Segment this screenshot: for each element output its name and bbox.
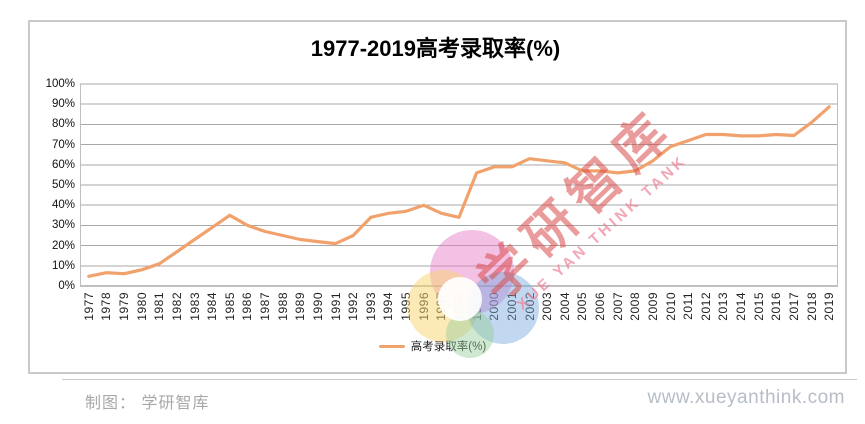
x-axis-tick-label: 1984	[205, 292, 220, 321]
x-axis-tick-label: 2005	[575, 292, 590, 321]
admission-rate-line	[87, 105, 831, 278]
x-axis-tick-label: 2018	[804, 292, 819, 321]
x-axis-tick-label: 1996	[416, 292, 431, 321]
y-axis-tick-label: 50%	[51, 179, 75, 191]
x-axis-tick-label: 2004	[557, 292, 572, 321]
x-axis-tick-label: 2000	[487, 292, 502, 321]
x-axis-tick-label: 2003	[540, 292, 555, 321]
x-axis-tick-label: 1991	[328, 292, 343, 321]
line-chart-svg	[80, 83, 838, 287]
y-axis-tick-label: 100%	[45, 78, 75, 90]
x-axis-tick-label: 1977	[81, 292, 96, 321]
footer-credit: 制图： 学研智库	[85, 395, 210, 412]
y-axis-tick-label: 80%	[51, 118, 75, 131]
x-axis-tick-label: 1978	[99, 292, 114, 321]
y-axis-tick-label: 0%	[58, 280, 75, 292]
x-axis-tick-label: 2016	[769, 292, 784, 321]
x-axis-tick-label: 1990	[310, 292, 325, 321]
x-axis-tick-label: 1986	[240, 292, 255, 321]
y-axis-tick-label: 30%	[51, 219, 75, 232]
chart-title: 1977-2019高考录取率(%)	[310, 36, 561, 61]
x-axis-tick-label: 1992	[346, 292, 361, 321]
x-axis-tick-label: 1995	[399, 292, 414, 321]
x-axis-tick-label: 1981	[152, 292, 167, 321]
x-axis-tick-label: 1985	[222, 292, 237, 321]
x-axis-tick-label: 1989	[293, 292, 308, 321]
y-axis-tick-label: 10%	[51, 259, 75, 272]
legend-line-swatch	[378, 344, 405, 348]
x-axis-tick-label: 1979	[117, 292, 132, 321]
x-axis-tick-label: 1987	[258, 292, 273, 321]
x-axis-tick-label: 2014	[734, 292, 749, 321]
legend-label: 高考录取率(%)	[410, 341, 487, 353]
x-axis-tick-label: 1998	[452, 292, 466, 321]
x-axis-tick-label: 2013	[716, 292, 731, 321]
footer-divider	[62, 379, 857, 380]
legend: 高考录取率(%)	[0, 338, 865, 354]
plot-area	[80, 83, 838, 287]
y-axis-tick-label: 40%	[51, 199, 75, 212]
footer-website: www.xueyanthink.com	[647, 387, 845, 408]
x-axis-tick-label: 2007	[610, 292, 625, 321]
x-axis-tick-label: 2015	[751, 292, 766, 321]
x-axis-tick-label: 2008	[628, 292, 643, 321]
x-axis-tick-label: 2012	[698, 292, 713, 321]
x-axis-tick-label: 2009	[645, 292, 660, 321]
x-axis-tick-label: 1982	[169, 292, 184, 321]
y-axis-tick-label: 20%	[51, 239, 75, 252]
x-axis-tick-label: 2001	[504, 292, 519, 321]
x-axis-tick-label: 1980	[134, 292, 149, 321]
x-axis-tick-label: 2011	[681, 292, 696, 320]
x-axis-tick-label: 2017	[786, 292, 801, 321]
x-axis-tick-label: 1997	[434, 292, 449, 321]
x-axis-tick-label: 1993	[363, 292, 378, 321]
y-axis-tick-label: 60%	[51, 158, 75, 171]
x-axis-tick-label: 1988	[275, 292, 290, 321]
y-axis-tick-label: 70%	[51, 138, 75, 151]
x-axis-tick-label: 2019	[822, 292, 837, 321]
x-axis-tick-label: 2010	[663, 292, 678, 321]
x-axis-tick-label: 2006	[593, 292, 608, 321]
x-axis-tick-label: 1994	[381, 292, 396, 321]
x-axis-tick-label: 2002	[522, 292, 537, 321]
y-axis-tick-label: 90%	[51, 98, 75, 111]
x-axis-tick-label: 1999	[469, 292, 484, 321]
x-axis-tick-label: 1983	[187, 292, 202, 321]
